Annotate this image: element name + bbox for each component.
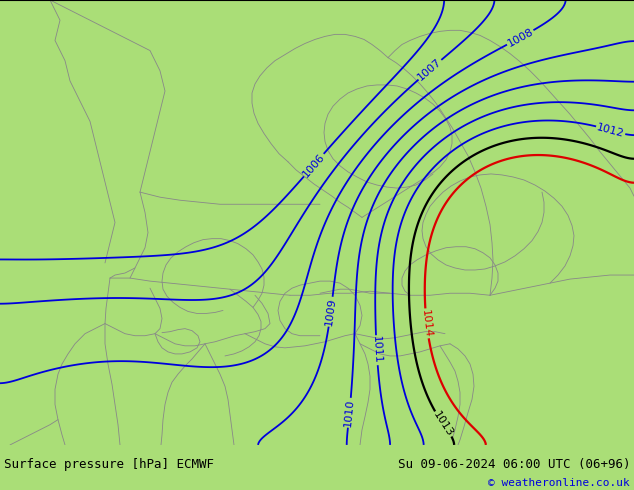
Text: Surface pressure [hPa] ECMWF: Surface pressure [hPa] ECMWF	[4, 458, 214, 471]
Text: © weatheronline.co.uk: © weatheronline.co.uk	[488, 478, 630, 488]
Text: Su 09-06-2024 06:00 UTC (06+96): Su 09-06-2024 06:00 UTC (06+96)	[398, 458, 630, 471]
Text: 1013: 1013	[431, 410, 455, 439]
Text: 1006: 1006	[301, 151, 327, 179]
Text: 1014: 1014	[420, 309, 433, 338]
Text: 1011: 1011	[371, 336, 382, 365]
Text: 1010: 1010	[343, 398, 356, 427]
Text: 1007: 1007	[416, 57, 444, 83]
Text: 1012: 1012	[596, 122, 626, 139]
Text: 1008: 1008	[505, 26, 535, 49]
Text: 1009: 1009	[324, 297, 337, 326]
